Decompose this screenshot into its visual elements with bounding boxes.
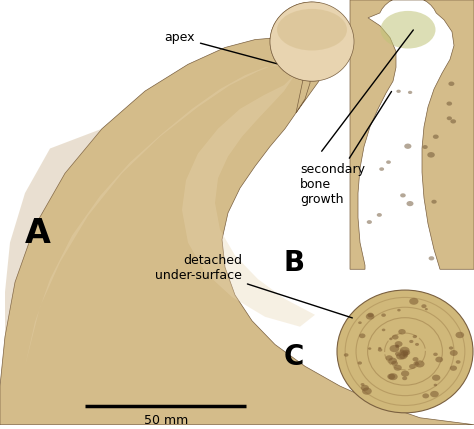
Ellipse shape — [401, 371, 409, 377]
Text: B: B — [283, 249, 304, 277]
Ellipse shape — [450, 119, 456, 124]
Ellipse shape — [432, 375, 440, 381]
Text: apex: apex — [164, 31, 302, 70]
Ellipse shape — [394, 365, 402, 371]
Ellipse shape — [428, 256, 434, 260]
Ellipse shape — [400, 193, 406, 197]
Ellipse shape — [409, 340, 413, 343]
Ellipse shape — [359, 333, 365, 338]
Ellipse shape — [378, 348, 383, 352]
Ellipse shape — [385, 355, 393, 361]
Ellipse shape — [388, 373, 398, 380]
Ellipse shape — [388, 358, 397, 364]
Ellipse shape — [403, 353, 408, 357]
Ellipse shape — [409, 364, 416, 369]
Ellipse shape — [447, 116, 452, 120]
Ellipse shape — [378, 347, 381, 349]
Ellipse shape — [358, 321, 362, 324]
Ellipse shape — [404, 144, 411, 149]
Ellipse shape — [433, 353, 438, 356]
Ellipse shape — [396, 90, 401, 93]
Ellipse shape — [456, 360, 461, 364]
Ellipse shape — [392, 335, 399, 340]
Ellipse shape — [397, 309, 401, 311]
Ellipse shape — [390, 345, 399, 352]
Ellipse shape — [413, 362, 419, 366]
Ellipse shape — [427, 152, 435, 157]
Ellipse shape — [434, 384, 437, 386]
Ellipse shape — [433, 135, 439, 139]
Ellipse shape — [415, 343, 419, 346]
Ellipse shape — [395, 345, 400, 348]
Ellipse shape — [337, 290, 473, 413]
Text: C: C — [284, 343, 304, 371]
Ellipse shape — [409, 298, 419, 305]
Ellipse shape — [407, 201, 413, 206]
Text: secondary
bone
growth: secondary bone growth — [300, 91, 392, 206]
Ellipse shape — [382, 329, 385, 331]
Ellipse shape — [367, 220, 372, 224]
Polygon shape — [350, 0, 474, 269]
Ellipse shape — [403, 352, 409, 356]
Ellipse shape — [344, 353, 348, 357]
Ellipse shape — [415, 360, 425, 368]
Polygon shape — [25, 59, 315, 366]
Ellipse shape — [396, 353, 405, 360]
Ellipse shape — [403, 350, 410, 355]
Ellipse shape — [401, 350, 408, 356]
Ellipse shape — [413, 335, 417, 338]
Ellipse shape — [387, 374, 395, 380]
Text: 50 mm: 50 mm — [144, 414, 188, 426]
Ellipse shape — [448, 82, 455, 86]
Ellipse shape — [386, 160, 391, 164]
Ellipse shape — [395, 344, 399, 347]
Ellipse shape — [381, 11, 436, 48]
Ellipse shape — [367, 313, 374, 317]
Ellipse shape — [361, 383, 365, 386]
Ellipse shape — [425, 308, 428, 310]
Ellipse shape — [277, 9, 347, 51]
Ellipse shape — [431, 200, 437, 204]
Ellipse shape — [408, 91, 412, 94]
Ellipse shape — [422, 393, 429, 399]
Ellipse shape — [366, 313, 374, 320]
Ellipse shape — [421, 304, 427, 308]
Ellipse shape — [412, 357, 419, 362]
Ellipse shape — [447, 102, 452, 106]
Ellipse shape — [368, 347, 371, 350]
Text: A: A — [25, 217, 51, 250]
Ellipse shape — [389, 338, 392, 340]
Ellipse shape — [377, 213, 382, 217]
Ellipse shape — [361, 385, 369, 391]
Ellipse shape — [398, 329, 406, 335]
Text: detached
under-surface: detached under-surface — [155, 254, 352, 318]
Ellipse shape — [379, 167, 384, 171]
Ellipse shape — [395, 351, 401, 356]
Ellipse shape — [270, 2, 354, 81]
Ellipse shape — [402, 376, 407, 380]
Ellipse shape — [400, 350, 404, 353]
Ellipse shape — [362, 387, 372, 395]
Ellipse shape — [435, 356, 443, 363]
Ellipse shape — [391, 361, 398, 366]
Ellipse shape — [450, 366, 457, 371]
Ellipse shape — [450, 350, 458, 356]
Ellipse shape — [456, 332, 464, 338]
Ellipse shape — [357, 361, 362, 365]
Ellipse shape — [449, 346, 453, 350]
Ellipse shape — [400, 347, 410, 354]
Ellipse shape — [381, 314, 386, 317]
Polygon shape — [0, 129, 102, 386]
Ellipse shape — [422, 145, 428, 149]
Ellipse shape — [399, 353, 407, 360]
Ellipse shape — [395, 341, 402, 347]
Ellipse shape — [430, 391, 439, 397]
